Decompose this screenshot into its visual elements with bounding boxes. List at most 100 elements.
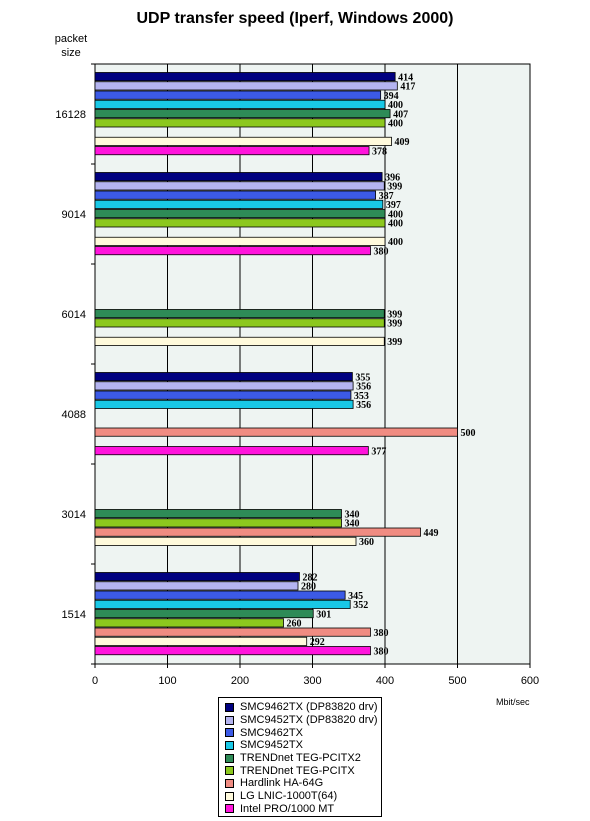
legend-swatch: [225, 766, 234, 776]
data-label: 400: [388, 219, 403, 230]
legend-label: LG LNIC-1000T(64): [240, 790, 338, 803]
data-label: 400: [388, 237, 403, 248]
data-label: 414: [398, 72, 413, 83]
bar: [94, 136, 392, 146]
data-label: 380: [374, 628, 389, 639]
legend-item: TRENDnet TEG-PCITX: [225, 764, 381, 777]
data-label: 400: [388, 209, 403, 220]
legend-swatch: [225, 740, 234, 750]
legend-item: TRENDnet TEG-PCITX2: [225, 752, 381, 765]
legend-label: SMC9452TX (DP83820 drv): [240, 714, 378, 727]
data-label: 360: [359, 537, 374, 548]
data-label: 380: [374, 246, 389, 257]
bar: [94, 399, 354, 409]
data-label: 340: [345, 509, 360, 520]
data-label: 399: [387, 319, 402, 330]
category-label: 1514: [62, 609, 86, 621]
legend-item: Hardlink HA-64G: [225, 777, 381, 790]
data-label: 387: [379, 191, 394, 202]
bar: [94, 636, 308, 646]
bar: [94, 646, 371, 656]
data-label: 396: [385, 172, 400, 183]
data-label: 301: [316, 609, 331, 620]
category-label: 3014: [62, 509, 86, 521]
legend-item: SMC9452TX: [225, 739, 381, 752]
data-label: 380: [374, 646, 389, 657]
legend-swatch: [225, 778, 234, 788]
x-tick-label: 400: [376, 675, 394, 687]
bar: [94, 618, 284, 628]
data-label: 400: [388, 100, 403, 111]
legend-item: SMC9462TX (DP83820 drv): [225, 701, 381, 714]
data-label: 260: [287, 619, 302, 630]
x-tick-label: 0: [92, 675, 98, 687]
bar: [94, 599, 351, 609]
data-label: 394: [384, 91, 399, 102]
bar: [94, 209, 386, 219]
bar: [94, 218, 386, 228]
legend-item: SMC9452TX (DP83820 drv): [225, 714, 381, 727]
bar: [94, 381, 354, 391]
bar: [94, 118, 386, 128]
legend-swatch: [225, 715, 234, 725]
legend-label: Intel PRO/1000 MT: [240, 802, 335, 815]
legend-item: LG LNIC-1000T(64): [225, 790, 381, 803]
data-label: 449: [424, 528, 439, 539]
bar: [94, 109, 391, 119]
legend-item: SMC9462TX: [225, 726, 381, 739]
data-label: 353: [354, 391, 369, 402]
category-label: 16128: [55, 109, 86, 121]
category-label: 9014: [62, 209, 86, 221]
legend-item: Intel PRO/1000 MT: [225, 803, 381, 816]
x-axis-unit-label: Mbit/sec: [496, 697, 530, 707]
bar: [94, 609, 314, 619]
category-label: 6014: [62, 309, 86, 321]
category-label: 4088: [62, 409, 86, 421]
x-tick-label: 600: [521, 675, 539, 687]
data-label: 352: [353, 600, 368, 611]
data-label: 399: [387, 337, 402, 348]
bar: [94, 536, 357, 546]
data-label: 399: [387, 182, 402, 193]
data-label: 378: [372, 146, 387, 157]
data-label: 399: [387, 309, 402, 320]
data-label: 356: [356, 382, 371, 393]
data-label: 340: [345, 519, 360, 530]
bar: [94, 336, 385, 346]
data-label: 282: [302, 572, 317, 583]
x-tick-label: 200: [231, 675, 249, 687]
bar: [94, 199, 384, 209]
legend-label: SMC9462TX (DP83820 drv): [240, 701, 378, 714]
data-label: 400: [388, 119, 403, 130]
legend-label: TRENDnet TEG-PCITX: [240, 764, 355, 777]
chart-title: UDP transfer speed (Iperf, Windows 2000): [136, 10, 454, 27]
bar: [94, 509, 342, 519]
data-label: 356: [356, 400, 371, 411]
bar: [94, 190, 376, 200]
bar: [94, 309, 385, 319]
bar: [94, 627, 371, 637]
bar: [94, 572, 300, 582]
bar: [94, 318, 385, 328]
bar: [94, 372, 353, 382]
data-label: 407: [393, 109, 408, 120]
x-tick-label: 500: [448, 675, 466, 687]
data-label: 417: [400, 82, 415, 93]
data-label: 377: [371, 446, 386, 457]
bar: [94, 527, 421, 537]
bar: [94, 99, 386, 109]
bar: [94, 146, 370, 156]
data-label: 409: [395, 137, 410, 148]
x-tick-label: 300: [303, 675, 321, 687]
data-label: 397: [386, 200, 401, 211]
y-axis-title: packet size: [54, 33, 88, 59]
bar: [94, 72, 396, 82]
bar: [94, 427, 458, 437]
data-label: 280: [301, 582, 316, 593]
legend-swatch: [225, 702, 234, 712]
bar: [94, 390, 352, 400]
data-label: 292: [310, 637, 325, 648]
legend-swatch: [225, 728, 234, 738]
data-label: 500: [461, 428, 476, 439]
bar: [94, 446, 369, 456]
